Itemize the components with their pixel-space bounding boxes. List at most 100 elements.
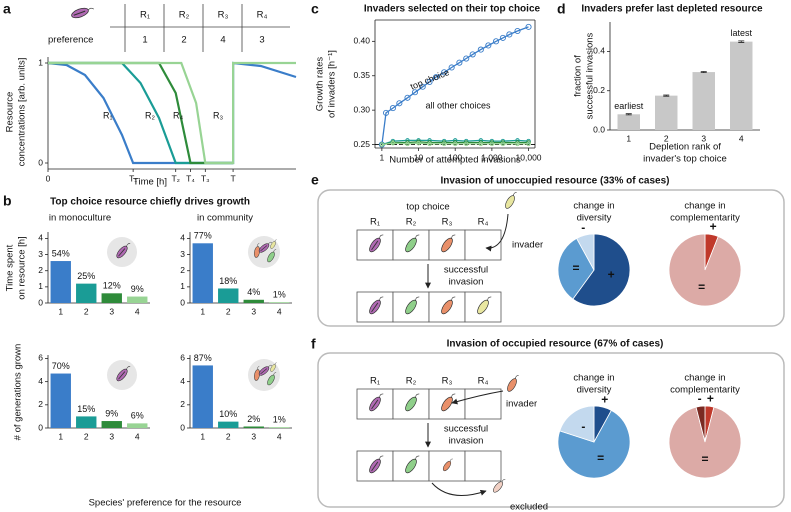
bar	[76, 416, 97, 428]
y-tick-label: 2	[38, 399, 43, 409]
bacterium-tail	[274, 239, 277, 242]
y-axis-label: successful invasions	[585, 32, 596, 119]
table-header: R₁	[140, 10, 150, 21]
bacterium-tail	[379, 296, 384, 301]
x-tick-label: 1	[58, 306, 63, 316]
error-bar	[663, 94, 670, 97]
bacterium-tail	[501, 479, 506, 483]
table-cell: 1	[142, 35, 147, 46]
bacterium-tail	[88, 7, 95, 11]
bacterium-icon	[477, 296, 492, 315]
series-line	[47, 61, 297, 165]
bacterium-body	[267, 251, 275, 263]
bar-label: 87%	[194, 353, 212, 363]
x-axis-label: Time [h]	[133, 177, 167, 188]
marker	[427, 141, 432, 147]
series-line	[48, 61, 234, 165]
bacterium-icon	[405, 455, 420, 474]
x-tick-label: 0	[46, 173, 51, 183]
pie-slice	[557, 237, 595, 300]
y-tick-label: 3	[38, 249, 43, 259]
bar	[50, 261, 71, 303]
bacterium-body	[254, 369, 260, 381]
bacterium-tail	[379, 393, 384, 398]
panel-label: e	[311, 172, 319, 188]
arrow	[485, 213, 509, 252]
bar-label: 18%	[219, 276, 237, 286]
bar-label: earliest	[614, 101, 644, 111]
bacterium-icon	[441, 296, 456, 315]
bacterium-icon	[258, 241, 273, 253]
bacterium-body	[267, 374, 275, 386]
arrow-label: successful	[444, 265, 488, 276]
panel-title: Top choice resource chiefly drives growt…	[50, 197, 250, 208]
bacterium-icon	[258, 364, 273, 376]
y-axis-label: fraction of	[573, 55, 584, 97]
y-tick-label: 4	[38, 376, 43, 386]
x-tick-label: 4	[277, 306, 282, 316]
pie-title: change in	[573, 201, 614, 212]
marker	[499, 34, 506, 41]
x-tick-label: 2	[226, 431, 231, 441]
x-tick-label: 3	[251, 431, 256, 441]
marker	[469, 51, 476, 58]
panel-box	[317, 189, 785, 327]
bacterium-icon	[369, 455, 384, 474]
marker	[379, 142, 385, 147]
x-axis-label: Depletion rank of	[649, 142, 721, 153]
y-tick-label: 2	[180, 399, 185, 409]
bacterium-tail	[513, 192, 517, 196]
pie-slice	[576, 233, 595, 271]
bacterium-body	[441, 299, 453, 315]
resource-label: R₃	[442, 217, 453, 228]
bacterium-tail	[415, 455, 420, 460]
y-axis-label: # of generations grown	[13, 344, 24, 441]
invader-label: invader	[512, 240, 543, 251]
pie-label: +	[707, 391, 714, 405]
bar	[269, 427, 290, 428]
y-tick-label: 0.2	[593, 85, 605, 95]
marker	[514, 27, 521, 35]
pie-slice	[695, 405, 706, 443]
y-tick-label: 1	[38, 281, 43, 291]
bar-label: 9%	[105, 408, 118, 418]
x-tick-label: 10,000	[516, 152, 542, 162]
pie-slice	[668, 233, 742, 307]
x-tick-label: T₄	[186, 173, 195, 183]
resource-label: R₁	[370, 376, 380, 387]
x-tick-label: 1	[200, 431, 205, 441]
annotation: top choice	[409, 67, 451, 92]
table-cell: 2	[181, 35, 186, 46]
bacterium-body	[254, 246, 260, 258]
marker	[404, 94, 411, 101]
panel-box	[317, 352, 785, 508]
marker	[389, 105, 396, 112]
bacterium-stripe	[260, 245, 268, 252]
bacterium-tail	[379, 455, 384, 460]
bar	[192, 365, 213, 428]
x-tick-label: 2	[84, 306, 89, 316]
y-axis-label: of invaders [h⁻¹]	[327, 50, 338, 118]
x-axis-label: Species' preference for the resource	[89, 498, 242, 509]
y-tick-label: 0	[38, 422, 43, 432]
marker	[456, 59, 463, 66]
bar	[76, 283, 97, 303]
x-tick-label: 3	[109, 306, 114, 316]
x-tick-label: 3	[251, 306, 256, 316]
excluded-label: excluded	[510, 502, 548, 512]
resource-label: R₄	[478, 217, 489, 228]
y-axis-label: on resource [h]	[17, 236, 28, 299]
column-title: in community	[197, 213, 253, 224]
series-label: R₂	[145, 110, 155, 120]
x-tick-label: 10	[414, 152, 424, 162]
table-header: R₃	[218, 10, 229, 21]
marker	[405, 141, 410, 147]
bar-label: 4%	[247, 287, 260, 297]
y-tick-label: 0.4	[593, 46, 605, 56]
bacterium-icon	[369, 296, 384, 315]
x-axis-label: invader's top choice	[643, 154, 727, 165]
pie-title: change in	[573, 373, 614, 384]
panel-label: b	[3, 193, 12, 209]
bar-label: 70%	[52, 361, 70, 371]
marker	[419, 83, 426, 90]
